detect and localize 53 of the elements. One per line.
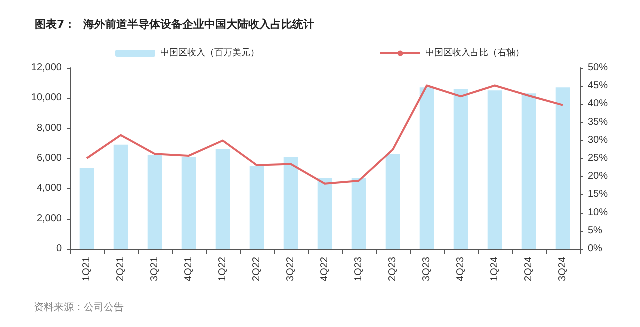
x-tick-label: 3Q23 — [422, 256, 432, 282]
y2-tick-label: 10% — [588, 207, 608, 218]
bar — [454, 89, 468, 249]
y-tick-label: 10,000 — [31, 92, 62, 104]
bar — [556, 88, 570, 249]
x-tick-label: 2Q23 — [388, 256, 398, 282]
x-tick-label: 4Q23 — [456, 256, 466, 282]
bar — [318, 178, 332, 249]
bar — [182, 156, 196, 249]
legend-label: 中国区收入占比（右轴） — [426, 48, 524, 58]
bar — [386, 154, 400, 249]
x-tick-label: 2Q24 — [524, 256, 534, 282]
y-tick-label: 4,000 — [36, 183, 62, 194]
bar — [522, 94, 536, 249]
y-tick-label: 6,000 — [36, 153, 62, 164]
chart-title: 图表7： 海外前道半导体设备企业中国大陆收入占比统计 — [35, 18, 314, 31]
y2-tick-label: 20% — [588, 171, 608, 182]
x-tick-label: 1Q24 — [490, 256, 500, 282]
x-tick-label: 3Q24 — [558, 256, 568, 282]
legend-label: 中国区收入（百万美元） — [160, 48, 260, 58]
bar — [216, 149, 230, 249]
x-tick-label: 1Q23 — [354, 256, 364, 282]
x-tick-label: 1Q21 — [82, 256, 92, 282]
y2-tick-label: 5% — [588, 225, 603, 236]
x-tick-label: 2Q21 — [116, 256, 126, 282]
bar — [352, 178, 366, 249]
line-series — [86, 84, 564, 185]
x-tick-label: 3Q22 — [286, 256, 296, 282]
x-tick-label: 4Q22 — [320, 256, 330, 282]
y2-tick-label: 30% — [588, 134, 608, 146]
y-tick-label: 0 — [56, 244, 62, 254]
y2-tick-label: 45% — [588, 80, 608, 92]
bar — [420, 88, 434, 249]
y2-tick-label: 25% — [588, 153, 608, 164]
bar — [284, 156, 298, 249]
bar — [250, 166, 264, 249]
y2-tick-label: 35% — [588, 116, 608, 128]
y-tick-label: 2,000 — [36, 213, 62, 224]
y2-tick-label: 50% — [588, 62, 608, 74]
bar — [488, 90, 502, 249]
y-tick-label: 12,000 — [31, 62, 62, 74]
x-tick-label: 4Q21 — [184, 256, 194, 282]
y2-tick-label: 15% — [588, 189, 608, 200]
y2-tick-label: 0% — [588, 244, 603, 254]
x-tick-label: 3Q21 — [150, 256, 160, 282]
bar — [148, 155, 162, 249]
y-tick-label: 8,000 — [36, 122, 62, 134]
x-tick-label: 1Q22 — [218, 256, 228, 282]
bar — [114, 144, 128, 249]
y2-tick-label: 40% — [588, 98, 608, 110]
bar — [80, 168, 94, 249]
x-tick-label: 2Q22 — [252, 256, 262, 282]
text: 资料来源：公司公告 — [34, 302, 124, 314]
